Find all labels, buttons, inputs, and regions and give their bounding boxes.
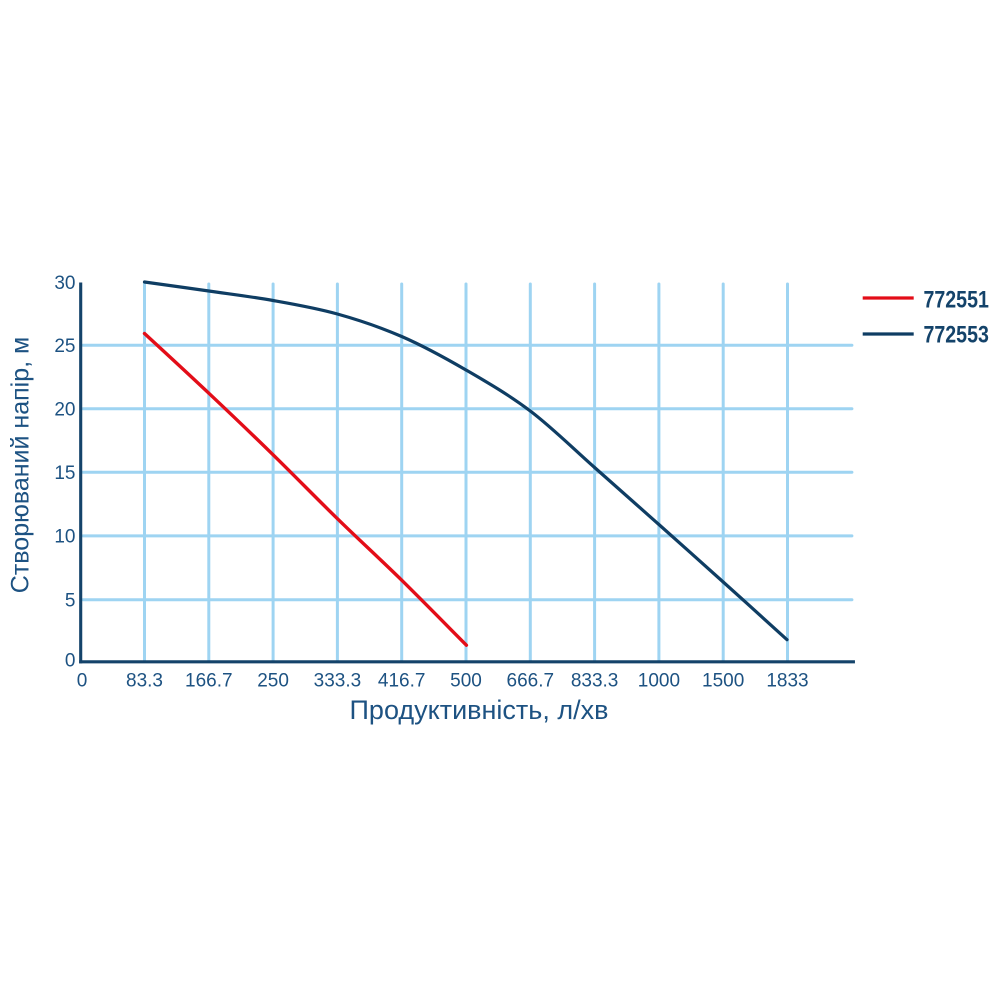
svg-text:1000: 1000 xyxy=(638,670,680,691)
svg-text:Продуктивність, л/хв: Продуктивність, л/хв xyxy=(350,695,609,725)
svg-text:20: 20 xyxy=(54,399,75,420)
svg-text:83.3: 83.3 xyxy=(126,670,163,691)
svg-text:772553: 772553 xyxy=(924,320,989,348)
svg-text:772551: 772551 xyxy=(924,285,989,313)
svg-text:1500: 1500 xyxy=(702,670,744,691)
svg-text:1833: 1833 xyxy=(766,670,808,691)
svg-text:250: 250 xyxy=(257,670,289,691)
svg-text:500: 500 xyxy=(450,670,482,691)
svg-text:166.7: 166.7 xyxy=(185,670,233,691)
svg-text:15: 15 xyxy=(54,463,75,484)
svg-text:Створюваний напір, м: Створюваний напір, м xyxy=(7,337,35,593)
svg-text:0: 0 xyxy=(65,651,76,672)
svg-text:833.3: 833.3 xyxy=(571,670,619,691)
svg-text:25: 25 xyxy=(54,336,75,357)
svg-text:10: 10 xyxy=(54,527,75,548)
svg-text:416.7: 416.7 xyxy=(378,670,426,691)
svg-text:333.3: 333.3 xyxy=(314,670,362,691)
svg-text:30: 30 xyxy=(54,273,75,294)
svg-text:5: 5 xyxy=(65,590,76,611)
svg-text:0: 0 xyxy=(77,670,88,691)
svg-text:666.7: 666.7 xyxy=(507,670,555,691)
